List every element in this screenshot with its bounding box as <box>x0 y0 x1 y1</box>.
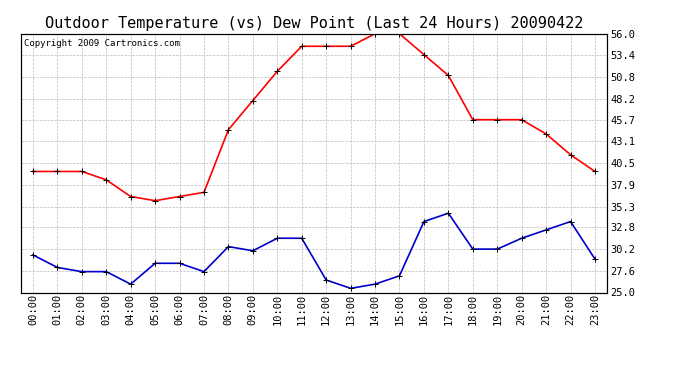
Title: Outdoor Temperature (vs) Dew Point (Last 24 Hours) 20090422: Outdoor Temperature (vs) Dew Point (Last… <box>45 16 583 31</box>
Text: Copyright 2009 Cartronics.com: Copyright 2009 Cartronics.com <box>23 39 179 48</box>
